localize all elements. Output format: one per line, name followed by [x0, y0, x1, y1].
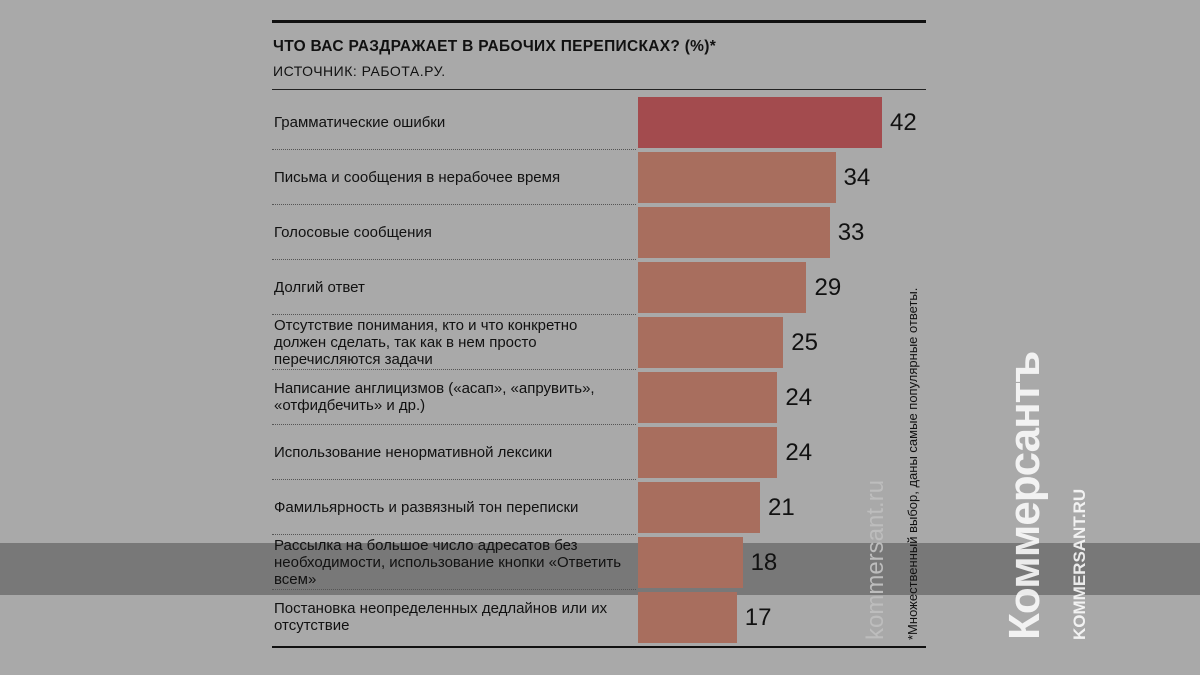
row-separator: [272, 534, 636, 535]
watermark-logo: Коммерсантъ: [1000, 351, 1049, 640]
bar: [638, 262, 807, 313]
bar: [638, 97, 882, 148]
category-label: Письма и сообщения в нерабочее время: [274, 168, 561, 186]
row-separator: [272, 259, 636, 260]
row-separator: [272, 589, 636, 590]
value-label: 42: [890, 108, 917, 136]
watermark-vertical: kommersant.ru: [862, 479, 889, 640]
footnote: *Множественный выбор, даны самые популяр…: [905, 287, 920, 640]
bar: [638, 537, 743, 588]
value-label: 24: [785, 438, 813, 466]
chart-source: ИСТОЧНИК: РАБОТА.РУ.: [273, 63, 446, 79]
bar-row: Письма и сообщения в нерабочее время 34: [272, 150, 926, 205]
category-label: Грамматические ошибки: [274, 113, 446, 131]
value-label: 18: [750, 548, 778, 576]
bar: [638, 592, 737, 643]
chart-title: ЧТО ВАС РАЗДРАЖАЕТ В РАБОЧИХ ПЕРЕПИСКАХ?…: [273, 38, 717, 55]
bar-row: Голосовые сообщения 33: [272, 205, 926, 260]
bar-row: Постановка неопределенных дедлайнов или …: [272, 590, 926, 645]
category-label: Долгий ответ: [274, 278, 365, 296]
row-separator: [272, 479, 636, 480]
bar-row: Долгий ответ 29: [272, 260, 926, 315]
value-label: 21: [768, 493, 795, 521]
bar: [638, 372, 778, 423]
row-separator: [272, 314, 636, 315]
bar: [638, 317, 784, 368]
value-label: 33: [837, 218, 865, 246]
value-label: 17: [744, 603, 772, 631]
watermark-site: KOMMERSANT.RU: [1070, 488, 1089, 640]
category-label: Отсутствие понимания, кто и что конкретн…: [274, 316, 578, 368]
bar-row: Отсутствие понимания, кто и что конкретн…: [272, 315, 926, 370]
category-label: Рассылка на большое число адресатов без …: [274, 536, 622, 588]
bar: [638, 207, 830, 258]
header-divider: [272, 89, 926, 90]
category-label: Фамильярность и развязный тон переписки: [274, 498, 579, 516]
value-label: 29: [814, 273, 842, 301]
category-label: Использование ненормативной лексики: [274, 443, 553, 461]
watermark-band: [0, 543, 1200, 595]
category-label: Постановка неопределенных дедлайнов или …: [274, 600, 608, 634]
value-label: 34: [843, 163, 871, 191]
bar: [638, 427, 778, 478]
value-label: 24: [785, 383, 813, 411]
bar-row: Рассылка на большое число адресатов без …: [272, 535, 926, 590]
value-label: 25: [791, 328, 818, 356]
top-rule: [272, 20, 926, 23]
row-separator: [272, 204, 636, 205]
row-separator: [272, 369, 636, 370]
bar-row: Грамматические ошибки 42: [272, 95, 926, 150]
bar: [638, 482, 760, 533]
category-label: Голосовые сообщения: [274, 223, 432, 241]
row-separator: [272, 424, 636, 425]
category-label: Написание англицизмов («асап», «апрувить…: [274, 380, 595, 414]
bottom-rule: [272, 646, 926, 648]
bar: [638, 152, 836, 203]
row-separator: [272, 149, 636, 150]
bar-row: Использование ненормативной лексики 24: [272, 425, 926, 480]
bar-row: Написание англицизмов («асап», «апрувить…: [272, 370, 926, 425]
bar-row: Фамильярность и развязный тон переписки 2…: [272, 480, 926, 535]
